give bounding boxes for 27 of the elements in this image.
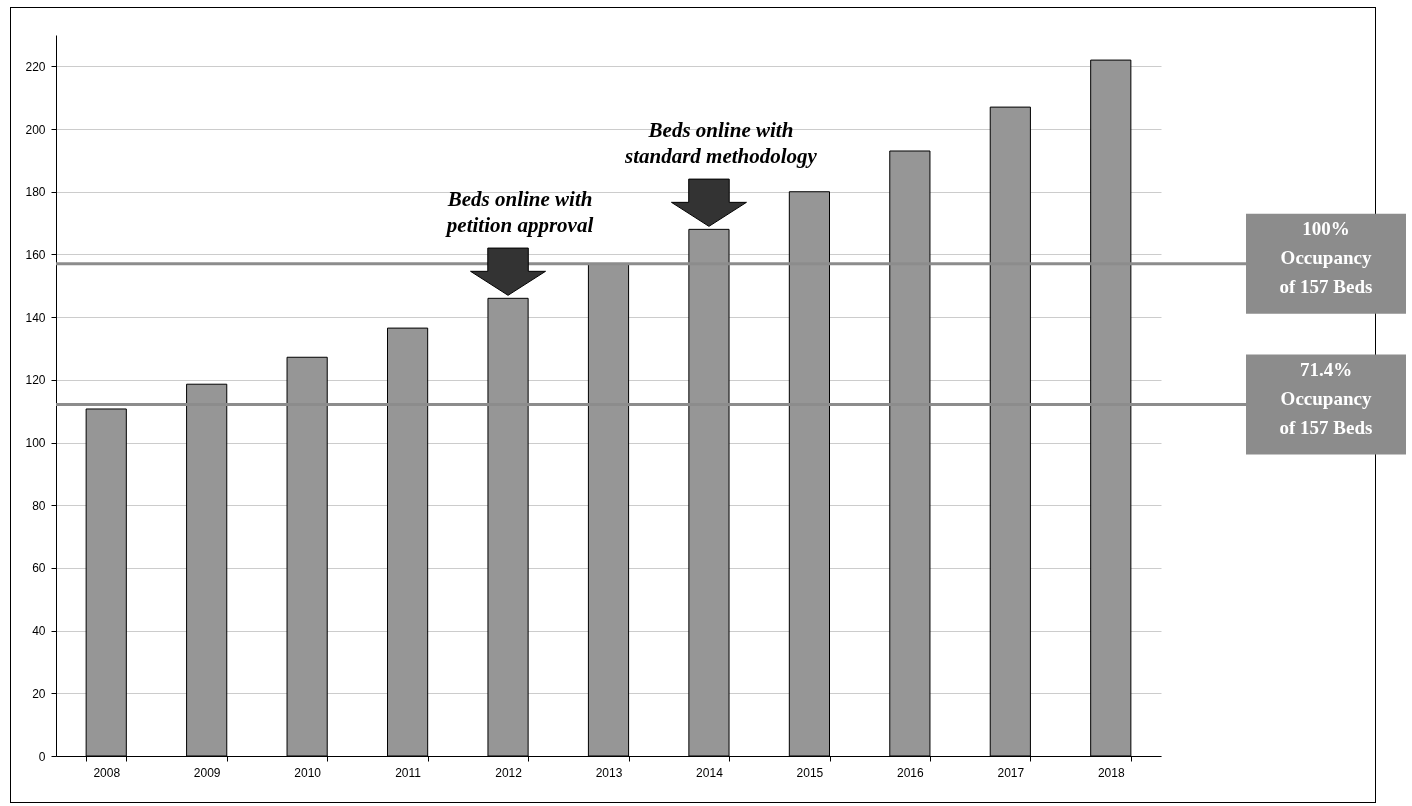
x-tick-label: 2010 (294, 765, 322, 780)
y-tick-label: 0 (38, 749, 46, 764)
x-tick-label: 2011 (395, 765, 422, 780)
x-tick-label: 2013 (595, 765, 623, 780)
y-tick-label: 220 (25, 59, 46, 74)
ref-line-label: 71.4% Occupancy of 157 Beds (1279, 358, 1373, 438)
y-tick-label: 60 (32, 561, 46, 576)
y-tick-label: 20 (32, 686, 46, 701)
x-tick-label: 2015 (796, 765, 824, 780)
x-tick-label: 2008 (93, 765, 121, 780)
y-tick-label: 160 (25, 247, 46, 262)
x-tick-label: 2017 (997, 765, 1025, 780)
y-tick-label: 100 (25, 436, 46, 451)
ref-line-label: 100% Occupancy of 157 Beds (1279, 217, 1373, 297)
y-tick-label: 180 (25, 185, 46, 200)
y-tick-label: 200 (25, 122, 46, 137)
x-tick-label: 2012 (495, 765, 523, 780)
x-tick-label: 2016 (897, 765, 925, 780)
annotation: Beds online with petition approval (444, 187, 594, 238)
annotation: Beds online with standard methodology (623, 118, 818, 169)
y-tick-label: 120 (25, 373, 46, 388)
x-tick-label: 2009 (193, 765, 221, 780)
y-tick-label: 40 (32, 624, 46, 639)
x-tick-label: 2018 (1097, 765, 1125, 780)
y-tick-label: 80 (32, 498, 46, 513)
x-tick-label: 2014 (696, 765, 724, 780)
y-tick-label: 140 (25, 310, 46, 325)
